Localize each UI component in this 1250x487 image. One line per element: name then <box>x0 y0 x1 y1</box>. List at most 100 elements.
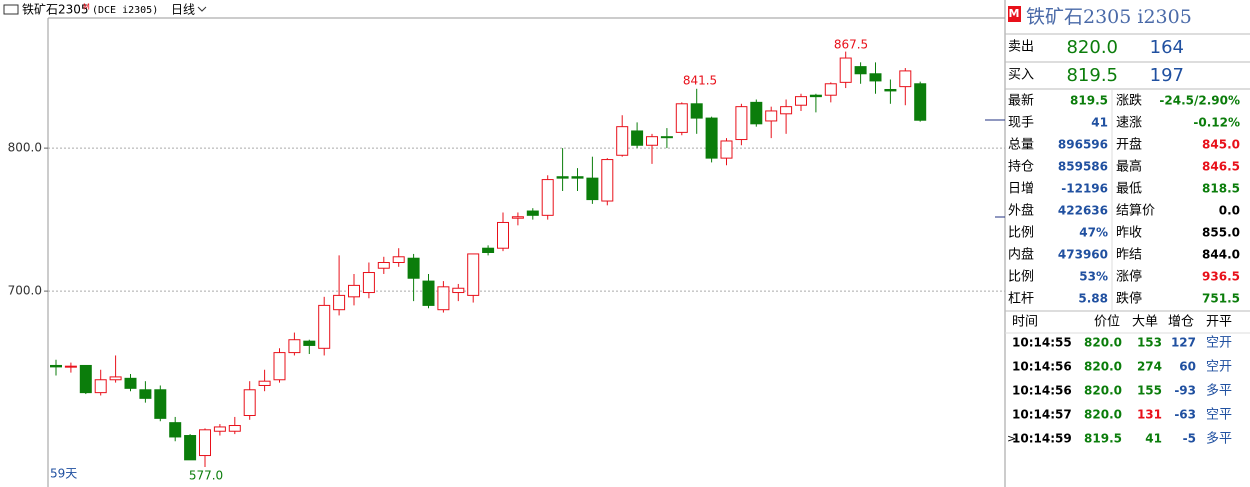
stat-label: 结算价 <box>1116 204 1155 219</box>
candle-body <box>348 284 360 298</box>
trades-header: 大单 <box>1132 315 1158 330</box>
flag-box <box>1008 6 1021 22</box>
candle-body <box>795 96 807 106</box>
sell-price: 820.0 <box>1066 37 1118 58</box>
cursor: > <box>1007 432 1016 445</box>
candle-body <box>124 377 137 389</box>
candle-body <box>675 103 688 133</box>
stat-value: 818.5 <box>1202 182 1240 196</box>
candle-body <box>511 216 524 219</box>
stat-value: -0.12% <box>1193 116 1240 130</box>
stat-value: 846.5 <box>1202 160 1240 174</box>
candle-body <box>884 88 897 92</box>
stat-label: 内盘 <box>1008 247 1034 263</box>
candle-body <box>497 221 509 249</box>
chart-header: 铁矿石2305 M (DCE i2305) 日线 <box>3 3 207 17</box>
stat-label: 涨跌 <box>1116 93 1142 109</box>
trade-cell: -63 <box>1174 408 1196 422</box>
stat-label: 涨停 <box>1116 269 1142 285</box>
candle-body <box>809 94 822 98</box>
code: (DCE i2305) <box>92 5 158 16</box>
candle-body <box>258 380 271 386</box>
candle-body <box>199 429 211 457</box>
trade-cell: 空开 <box>1206 336 1232 351</box>
candle-body <box>377 262 390 269</box>
y-tick-label: 800.0 <box>8 141 42 155</box>
stat-value: 0.0 <box>1219 204 1240 218</box>
stat-value: 473960 <box>1058 248 1108 262</box>
quote-panel: M 铁矿石2305 i2305 卖出 820.0 164 买入 819.5 19… <box>1005 6 1250 447</box>
y-tick-label: 700.0 <box>8 284 42 298</box>
trade-cell: 多平 <box>1206 431 1232 447</box>
trade-cell: 10:14:57 <box>1012 408 1072 422</box>
trade-cell: 多平 <box>1206 383 1232 399</box>
candles: 800.0 700.0 <box>8 51 1005 467</box>
candle-body <box>914 83 927 121</box>
stat-value: 53% <box>1079 270 1108 284</box>
stat-label: 总量 <box>1008 138 1034 153</box>
candle-body <box>646 136 658 146</box>
candle-body <box>586 177 599 201</box>
stat-label: 跌停 <box>1116 291 1142 307</box>
stat-label: 杠杆 <box>1008 291 1034 307</box>
candle-body <box>79 364 92 394</box>
candle-body <box>452 287 465 294</box>
stat-label: 日增 <box>1008 182 1034 197</box>
stat-label: 速涨 <box>1116 116 1142 131</box>
buy-volume: 197 <box>1150 65 1184 86</box>
buy-price: 819.5 <box>1066 65 1118 86</box>
candle-body <box>213 426 226 432</box>
stat-value: 845.0 <box>1202 138 1240 152</box>
buy-label: 买入 <box>1008 68 1034 83</box>
candle-body <box>437 286 450 311</box>
trade-cell: -5 <box>1183 432 1196 446</box>
trade-cell: 空平 <box>1206 408 1232 423</box>
trade-cell: 820.0 <box>1084 360 1122 374</box>
stat-value: 936.5 <box>1202 270 1240 284</box>
candle-body <box>243 389 256 417</box>
trade-cell: 820.0 <box>1084 384 1122 398</box>
stat-value: -24.5/2.90% <box>1159 94 1240 108</box>
candle-body <box>228 425 241 432</box>
candle-body <box>169 422 182 438</box>
trade-cell: 60 <box>1179 360 1196 374</box>
candle-body <box>422 280 435 306</box>
candle-body <box>482 247 495 254</box>
chevron[interactable] <box>197 6 207 12</box>
trade-cell: 10:14:55 <box>1012 336 1072 350</box>
stat-label: 最低 <box>1116 182 1142 197</box>
trades-header: 价位 <box>1094 315 1120 330</box>
candle-body <box>184 435 197 461</box>
stat-value: 844.0 <box>1202 248 1240 262</box>
trade-cell: 10:14:59 <box>1012 432 1072 446</box>
candle-body <box>318 304 331 349</box>
sell-volume: 164 <box>1150 37 1184 58</box>
trade-cell: 127 <box>1171 336 1196 350</box>
trade-cell: -93 <box>1174 384 1196 398</box>
candle-body <box>690 103 703 119</box>
trade-cell: 10:14:56 <box>1012 360 1072 374</box>
candle-body <box>616 126 629 156</box>
stat-label: 昨结 <box>1116 248 1142 263</box>
candle-body <box>899 70 912 88</box>
stat-value: 41 <box>1091 116 1108 130</box>
candle-body <box>94 379 107 394</box>
candle-body <box>720 140 733 159</box>
candle-body <box>288 339 301 354</box>
icon[interactable] <box>3 4 19 15</box>
candle-body <box>333 294 346 311</box>
candle-body <box>869 73 882 82</box>
stat-value: -12196 <box>1061 182 1108 196</box>
trade-cell: 空开 <box>1206 360 1232 375</box>
trades-header: 开平 <box>1206 315 1232 330</box>
candle-body <box>824 83 837 96</box>
stat-label: 持仓 <box>1008 160 1034 175</box>
stat-label: 外盘 <box>1008 203 1034 219</box>
trade-cell: 274 <box>1137 360 1162 374</box>
stat-value: 896596 <box>1058 138 1108 152</box>
candle-body <box>407 257 420 279</box>
candle-body <box>571 176 584 179</box>
period[interactable]: 日线 <box>171 3 195 17</box>
stat-value: 855.0 <box>1202 226 1240 240</box>
